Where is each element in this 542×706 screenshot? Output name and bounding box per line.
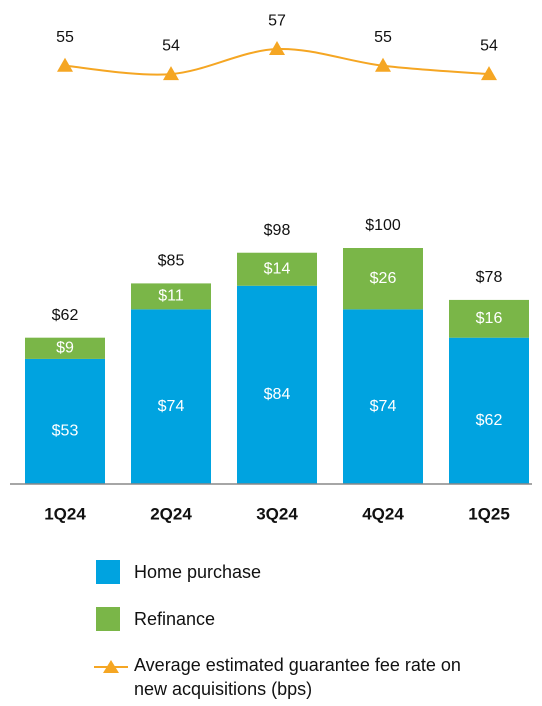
bar-segment: [237, 285, 317, 484]
value-label: $53: [52, 423, 79, 440]
value-label: $62: [476, 412, 503, 429]
bar-segment: [25, 337, 105, 359]
line-marker: [163, 66, 179, 81]
x-tick-label: 4Q24: [362, 504, 404, 523]
value-label: 54: [162, 37, 180, 54]
bar-segment: [343, 309, 423, 484]
value-label: $9: [56, 340, 74, 357]
line-marker: [481, 66, 497, 81]
bar-segment: [131, 283, 211, 310]
legend-label: Home purchase: [134, 562, 261, 582]
value-label: $11: [158, 288, 184, 305]
legend-marker: [103, 660, 119, 673]
value-label: $26: [370, 270, 397, 287]
bar-segment: [25, 358, 105, 484]
value-label: 57: [268, 12, 286, 29]
total-label: $78: [476, 269, 503, 286]
bar-segment: [449, 299, 529, 338]
legend-swatch: [96, 560, 120, 584]
value-label: 55: [56, 29, 74, 46]
bar-segment: [449, 337, 529, 484]
x-tick-label: 1Q25: [468, 504, 510, 523]
value-label: $74: [158, 398, 185, 415]
legend-label: Average estimated guarantee fee rate on …: [134, 655, 461, 699]
value-label: $14: [264, 260, 291, 277]
legend-label: Refinance: [134, 609, 215, 629]
bar-segment: [131, 309, 211, 484]
legend-swatch: [96, 607, 120, 631]
line-marker: [269, 41, 285, 56]
bar-segment: [237, 252, 317, 286]
total-label: $85: [158, 253, 185, 270]
value-label: 55: [374, 29, 392, 46]
total-label: $100: [365, 217, 401, 234]
bar-segment: [343, 248, 423, 310]
x-tick-label: 3Q24: [256, 504, 298, 523]
value-label: $16: [476, 310, 503, 327]
total-label: $98: [264, 222, 291, 239]
value-label: $84: [264, 386, 291, 403]
value-label: 54: [480, 37, 498, 54]
x-tick-label: 1Q24: [44, 504, 86, 523]
value-label: $74: [370, 398, 397, 415]
line-marker: [375, 57, 391, 72]
x-tick-label: 2Q24: [150, 504, 192, 523]
line-marker: [57, 57, 73, 72]
total-label: $62: [52, 307, 79, 324]
